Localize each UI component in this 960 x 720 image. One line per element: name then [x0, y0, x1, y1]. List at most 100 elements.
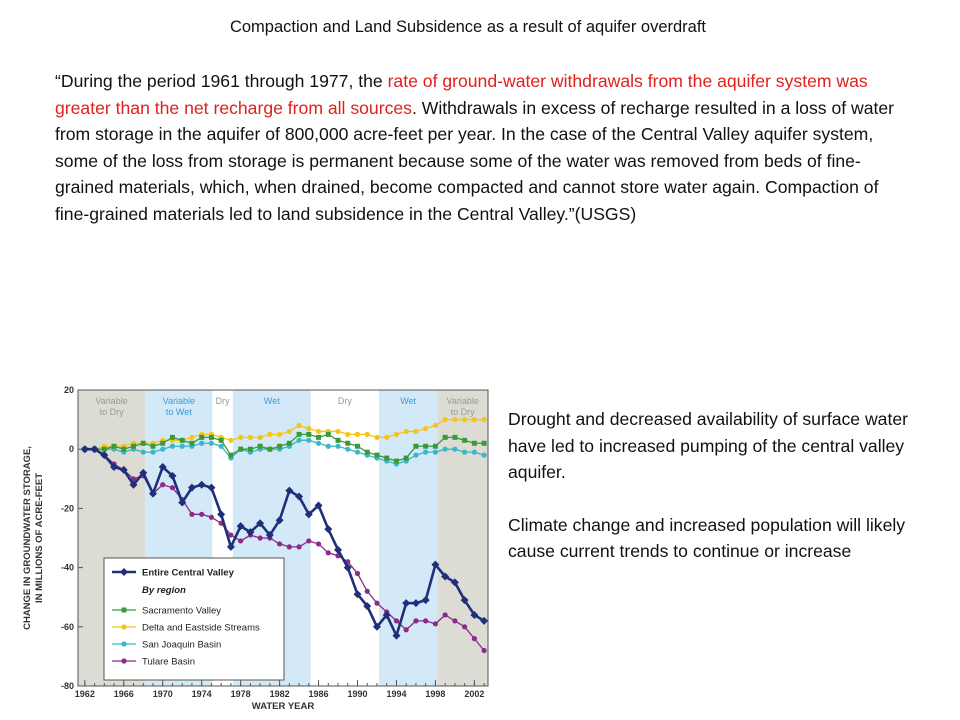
- point: [364, 588, 370, 594]
- point: [442, 417, 448, 423]
- point: [316, 434, 322, 440]
- point: [169, 434, 175, 440]
- point: [421, 596, 430, 605]
- point: [119, 465, 128, 474]
- point: [462, 449, 468, 455]
- point: [315, 440, 322, 446]
- point: [169, 443, 176, 449]
- point: [158, 462, 167, 471]
- point: [304, 510, 313, 519]
- point: [431, 560, 440, 569]
- point: [199, 511, 205, 517]
- x-axis-label: WATER YEAR: [252, 701, 315, 710]
- legend-label: San Joaquin Basin: [142, 640, 221, 651]
- point: [355, 443, 361, 449]
- point: [364, 449, 370, 455]
- legend-subheading: By region: [142, 585, 186, 596]
- point: [452, 618, 458, 624]
- point: [256, 519, 265, 528]
- point: [286, 440, 292, 446]
- point: [353, 590, 362, 599]
- point: [275, 516, 284, 525]
- point: [460, 596, 469, 605]
- point: [315, 541, 322, 547]
- point: [364, 431, 370, 437]
- point: [345, 440, 351, 446]
- point: [374, 434, 380, 440]
- point: [315, 428, 322, 435]
- point: [452, 434, 458, 440]
- quote-text: . Withdrawals in excess of recharge resu…: [55, 97, 895, 224]
- point: [325, 443, 331, 449]
- point: [208, 434, 214, 440]
- point: [413, 452, 419, 458]
- point: [286, 428, 292, 435]
- point: [432, 443, 438, 449]
- point: [179, 437, 185, 443]
- x-tick-label: 1982: [270, 689, 290, 699]
- point: [432, 621, 439, 627]
- x-tick-label: 1970: [153, 689, 173, 699]
- point: [481, 440, 487, 446]
- point: [345, 431, 351, 437]
- y-tick-label: -40: [61, 563, 74, 573]
- legend-box: [103, 557, 285, 681]
- point: [110, 462, 119, 471]
- point: [100, 451, 109, 460]
- point: [246, 528, 255, 537]
- point: [218, 437, 224, 443]
- point: [325, 431, 331, 437]
- y-tick-label: -60: [61, 622, 74, 632]
- period-band: [437, 390, 488, 686]
- point: [384, 455, 390, 461]
- point: [470, 610, 479, 619]
- point: [140, 449, 146, 455]
- point: [392, 631, 401, 640]
- legend-marker: [121, 624, 127, 630]
- point: [276, 431, 283, 437]
- period-label: Dry: [338, 396, 352, 406]
- point: [247, 434, 253, 440]
- point: [140, 440, 146, 446]
- x-tick-label: 1966: [114, 689, 134, 699]
- point: [374, 452, 380, 458]
- point: [238, 446, 244, 452]
- quote-highlight: rate of ground-water withdrawals from th…: [55, 71, 868, 118]
- point: [393, 618, 400, 624]
- y-tick-label: 0: [69, 444, 74, 454]
- point: [432, 449, 439, 455]
- point: [285, 486, 294, 495]
- point: [324, 525, 333, 534]
- point: [452, 446, 458, 452]
- point: [130, 476, 137, 482]
- point: [129, 480, 138, 489]
- point: [306, 437, 312, 443]
- point: [277, 443, 283, 449]
- point: [481, 417, 487, 423]
- point: [189, 511, 195, 517]
- point: [148, 489, 157, 498]
- point: [160, 446, 166, 452]
- side-paragraph: Climate change and increased population …: [508, 514, 906, 562]
- point: [450, 578, 459, 587]
- quote: “During the period 1961 through 1977, th…: [55, 68, 905, 228]
- point: [150, 443, 156, 449]
- point: [296, 544, 302, 550]
- period-label: Variable: [446, 396, 478, 406]
- point: [413, 443, 419, 449]
- x-tick-label: 1998: [425, 689, 445, 699]
- y-tick-label: -20: [61, 503, 74, 513]
- period-band: [310, 390, 379, 686]
- period-label: to Wet: [166, 407, 192, 417]
- point: [335, 443, 341, 449]
- point: [208, 514, 215, 520]
- x-tick-label: 1978: [231, 689, 251, 699]
- point: [257, 535, 263, 541]
- point: [101, 446, 107, 452]
- point: [423, 443, 429, 449]
- period-label: Wet: [264, 396, 280, 406]
- point: [257, 443, 263, 449]
- side-text: Drought and decreased availability of su…: [508, 406, 938, 591]
- point: [481, 452, 487, 458]
